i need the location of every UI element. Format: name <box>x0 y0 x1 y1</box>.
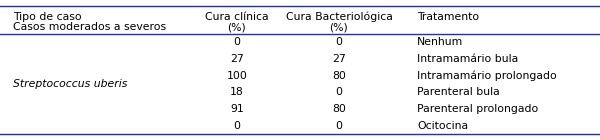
Text: (%): (%) <box>329 22 349 32</box>
Text: 18: 18 <box>230 87 244 97</box>
Text: Parenteral prolongado: Parenteral prolongado <box>417 104 538 114</box>
Text: (%): (%) <box>227 22 247 32</box>
Text: Intramamário bula: Intramamário bula <box>417 54 518 64</box>
Text: Intramamário prolongado: Intramamário prolongado <box>417 70 557 81</box>
Text: Nenhum: Nenhum <box>417 37 463 47</box>
Text: 0: 0 <box>335 121 343 131</box>
Text: Cura clínica: Cura clínica <box>205 12 269 22</box>
Text: 0: 0 <box>335 87 343 97</box>
Text: Tratamento: Tratamento <box>417 12 479 22</box>
Text: Tipo de caso: Tipo de caso <box>13 12 82 22</box>
Text: Ocitocina: Ocitocina <box>417 121 468 131</box>
Text: Cura Bacteriológica: Cura Bacteriológica <box>286 12 392 23</box>
Text: Streptococcus uberis: Streptococcus uberis <box>13 79 128 89</box>
Text: 0: 0 <box>335 37 343 47</box>
Text: Casos moderados a severos: Casos moderados a severos <box>13 22 166 32</box>
Text: 100: 100 <box>227 71 247 81</box>
Text: 0: 0 <box>233 121 241 131</box>
Text: 0: 0 <box>233 37 241 47</box>
Text: Parenteral bula: Parenteral bula <box>417 87 500 97</box>
Text: 80: 80 <box>332 71 346 81</box>
Text: 91: 91 <box>230 104 244 114</box>
Text: 27: 27 <box>332 54 346 64</box>
Text: 27: 27 <box>230 54 244 64</box>
Text: 80: 80 <box>332 104 346 114</box>
